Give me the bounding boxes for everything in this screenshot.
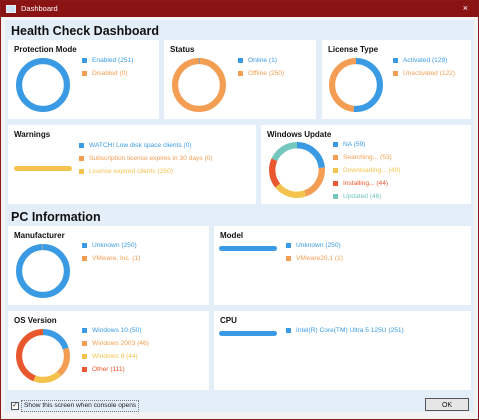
- legend-swatch: [82, 71, 87, 76]
- windows-update-donut: [269, 142, 325, 198]
- legend-swatch: [333, 155, 338, 160]
- warnings-card: Warnings WATCH! Low disk space clients (…: [8, 125, 256, 204]
- legend-swatch: [82, 243, 87, 248]
- legend-swatch: [238, 71, 243, 76]
- legend-label[interactable]: Offline (250): [248, 70, 285, 77]
- show-on-open-checkbox[interactable]: ✓: [11, 402, 19, 410]
- pc-information-title: PC Information: [11, 210, 101, 224]
- legend-label[interactable]: NA (59): [343, 141, 366, 148]
- status-card: Status Online (1) Offline (250): [164, 40, 316, 119]
- legend-label[interactable]: Activated (129): [403, 57, 448, 64]
- legend-swatch: [79, 143, 84, 148]
- os-version-card: OS Version Windows 10 (50) Windows 2003 (…: [8, 311, 209, 390]
- title-bar: Dashboard ×: [1, 1, 478, 17]
- legend-label[interactable]: Windows 8 (44): [92, 353, 138, 360]
- legend-swatch: [286, 243, 291, 248]
- footer-bar: ✓ Show this screen when console opens OK: [5, 397, 474, 417]
- legend-label[interactable]: License expired clients (250): [89, 168, 173, 175]
- legend-label[interactable]: Online (1): [248, 57, 277, 64]
- legend-swatch: [82, 367, 87, 372]
- legend-swatch: [82, 354, 87, 359]
- protection-mode-donut: [15, 57, 71, 113]
- donut-slice: [15, 328, 71, 384]
- donut-slice: [15, 57, 71, 113]
- legend-swatch: [286, 256, 291, 261]
- legend-label[interactable]: VMware20,1 (1): [296, 255, 343, 262]
- legend-label[interactable]: Disabled (0): [92, 70, 128, 77]
- legend-swatch: [393, 58, 398, 63]
- legend-swatch: [286, 328, 291, 333]
- license-type-card: License Type Activated (129) Unactivated …: [322, 40, 471, 119]
- manufacturer-donut: [15, 243, 71, 299]
- legend-label[interactable]: Searching... (53): [343, 154, 392, 161]
- os-version-donut: [15, 328, 71, 384]
- donut-slice: [328, 57, 384, 113]
- legend-swatch: [333, 168, 338, 173]
- manufacturer-card: Manufacturer Unknown (250) VMware, Inc. (…: [8, 226, 209, 305]
- show-on-open-label[interactable]: Show this screen when console opens: [21, 400, 140, 412]
- donut-slice: [269, 142, 325, 198]
- legend-label[interactable]: Windows 2003 (46): [92, 340, 149, 347]
- protection-mode-title: Protection Mode: [14, 45, 77, 54]
- dashboard-content: Health Check Dashboard Protection Mode E…: [5, 20, 474, 412]
- status-title: Status: [170, 45, 195, 54]
- legend-label[interactable]: Windows 10 (50): [92, 327, 142, 334]
- legend-label[interactable]: Unknown (250): [296, 242, 341, 249]
- windows-update-card: Windows Update NA (59) Searching... (53) D…: [261, 125, 471, 204]
- legend-swatch: [82, 341, 87, 346]
- legend-swatch: [82, 328, 87, 333]
- legend-label[interactable]: Subscription license expires in 30 days …: [89, 155, 213, 162]
- donut-slice: [269, 142, 325, 198]
- legend-label[interactable]: WATCH! Low disk space clients (0): [89, 142, 192, 149]
- cpu-bar: [219, 331, 277, 336]
- legend-label[interactable]: Updated (46): [343, 193, 382, 200]
- legend-swatch: [333, 181, 338, 186]
- donut-slice: [15, 243, 71, 299]
- ok-button[interactable]: OK: [425, 398, 469, 411]
- legend-label[interactable]: Installing... (44): [343, 180, 389, 187]
- legend-swatch: [333, 142, 338, 147]
- legend-swatch: [79, 156, 84, 161]
- model-bar: [219, 246, 277, 251]
- window-title: Dashboard: [21, 4, 58, 13]
- donut-slice: [171, 57, 227, 113]
- health-check-title: Health Check Dashboard: [11, 24, 159, 38]
- legend-swatch: [82, 256, 87, 261]
- legend-swatch: [79, 169, 84, 174]
- legend-label[interactable]: Downloading... (49): [343, 167, 401, 174]
- os-version-title: OS Version: [14, 316, 57, 325]
- license-type-donut: [328, 57, 384, 113]
- donut-slice: [269, 142, 325, 198]
- protection-mode-card: Protection Mode Enabled (251) Disabled (0…: [8, 40, 159, 119]
- legend-label[interactable]: Unknown (250): [92, 242, 137, 249]
- warnings-bar: [14, 166, 72, 171]
- legend-label[interactable]: VMware, Inc. (1): [92, 255, 141, 262]
- legend-swatch: [393, 71, 398, 76]
- legend-swatch: [82, 58, 87, 63]
- legend-label[interactable]: Intel(R) Core(TM) Ultra 5 125U (251): [296, 327, 404, 334]
- donut-slice: [15, 328, 71, 384]
- legend-swatch: [238, 58, 243, 63]
- donut-slice: [15, 328, 71, 384]
- close-icon[interactable]: ×: [462, 3, 468, 13]
- donut-slice: [269, 142, 325, 198]
- status-donut: [171, 57, 227, 113]
- warnings-title: Warnings: [14, 130, 51, 139]
- app-window-icon: [6, 5, 16, 13]
- cpu-title: CPU: [220, 316, 237, 325]
- legend-label[interactable]: Unactivated (122): [403, 70, 456, 77]
- legend-label[interactable]: Other (111): [92, 366, 125, 373]
- cpu-card: CPU Intel(R) Core(TM) Ultra 5 125U (251): [214, 311, 471, 390]
- license-type-title: License Type: [328, 45, 379, 54]
- model-title: Model: [220, 231, 244, 240]
- windows-update-title: Windows Update: [267, 130, 332, 139]
- legend-label[interactable]: Enabled (251): [92, 57, 134, 64]
- manufacturer-title: Manufacturer: [14, 231, 65, 240]
- legend-swatch: [333, 194, 338, 199]
- model-card: Model Unknown (250) VMware20,1 (1): [214, 226, 471, 305]
